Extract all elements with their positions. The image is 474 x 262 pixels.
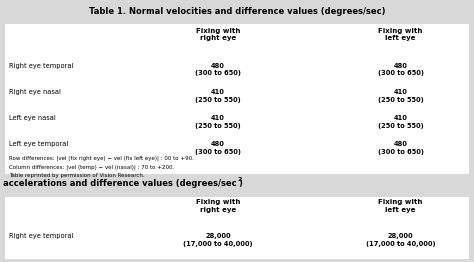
Bar — [5, 24, 469, 174]
Text: 410
(250 to 550): 410 (250 to 550) — [378, 89, 423, 103]
Text: Row differences: |vel (fix right eye) − vel (fix left eye)| : 00 to +90.: Row differences: |vel (fix right eye) − … — [9, 156, 194, 161]
Text: Fixing with
right eye: Fixing with right eye — [196, 28, 240, 41]
Text: Right eye temporal: Right eye temporal — [9, 233, 74, 239]
Text: 480
(300 to 650): 480 (300 to 650) — [195, 63, 241, 77]
Text: 28,000
(17,000 to 40,000): 28,000 (17,000 to 40,000) — [366, 233, 435, 247]
Text: 2: 2 — [237, 177, 241, 182]
Text: 28,000
(17,000 to 40,000): 28,000 (17,000 to 40,000) — [183, 233, 253, 247]
Text: Left eye temporal: Left eye temporal — [9, 141, 69, 148]
Text: 480
(300 to 650): 480 (300 to 650) — [377, 63, 424, 77]
Text: 410
(250 to 550): 410 (250 to 550) — [378, 115, 423, 129]
Text: Table 1. Normal velocities and difference values (degrees/sec): Table 1. Normal velocities and differenc… — [89, 7, 385, 15]
Text: Fixing with
right eye: Fixing with right eye — [196, 199, 240, 213]
Text: ): ) — [238, 179, 242, 188]
Text: 410
(250 to 550): 410 (250 to 550) — [195, 115, 241, 129]
Text: 410
(250 to 550): 410 (250 to 550) — [195, 89, 241, 103]
Text: Table reprinted by permission of Vision Research.: Table reprinted by permission of Vision … — [9, 173, 145, 178]
Text: Table 2. Normal accelerations and difference values (degrees/sec: Table 2. Normal accelerations and differ… — [0, 179, 237, 188]
Text: Left eye nasal: Left eye nasal — [9, 115, 56, 121]
Text: Right eye temporal: Right eye temporal — [9, 63, 74, 69]
Text: Fixing with
left eye: Fixing with left eye — [378, 28, 423, 41]
Text: 480
(300 to 650): 480 (300 to 650) — [377, 141, 424, 155]
Bar — [5, 196, 469, 259]
Text: Fixing with
left eye: Fixing with left eye — [378, 199, 423, 213]
Text: Column differences: |vel (temp) − vel (nasal)| : 70 to +200.: Column differences: |vel (temp) − vel (n… — [9, 165, 175, 170]
Text: 480
(300 to 650): 480 (300 to 650) — [195, 141, 241, 155]
Text: Right eye nasal: Right eye nasal — [9, 89, 61, 95]
